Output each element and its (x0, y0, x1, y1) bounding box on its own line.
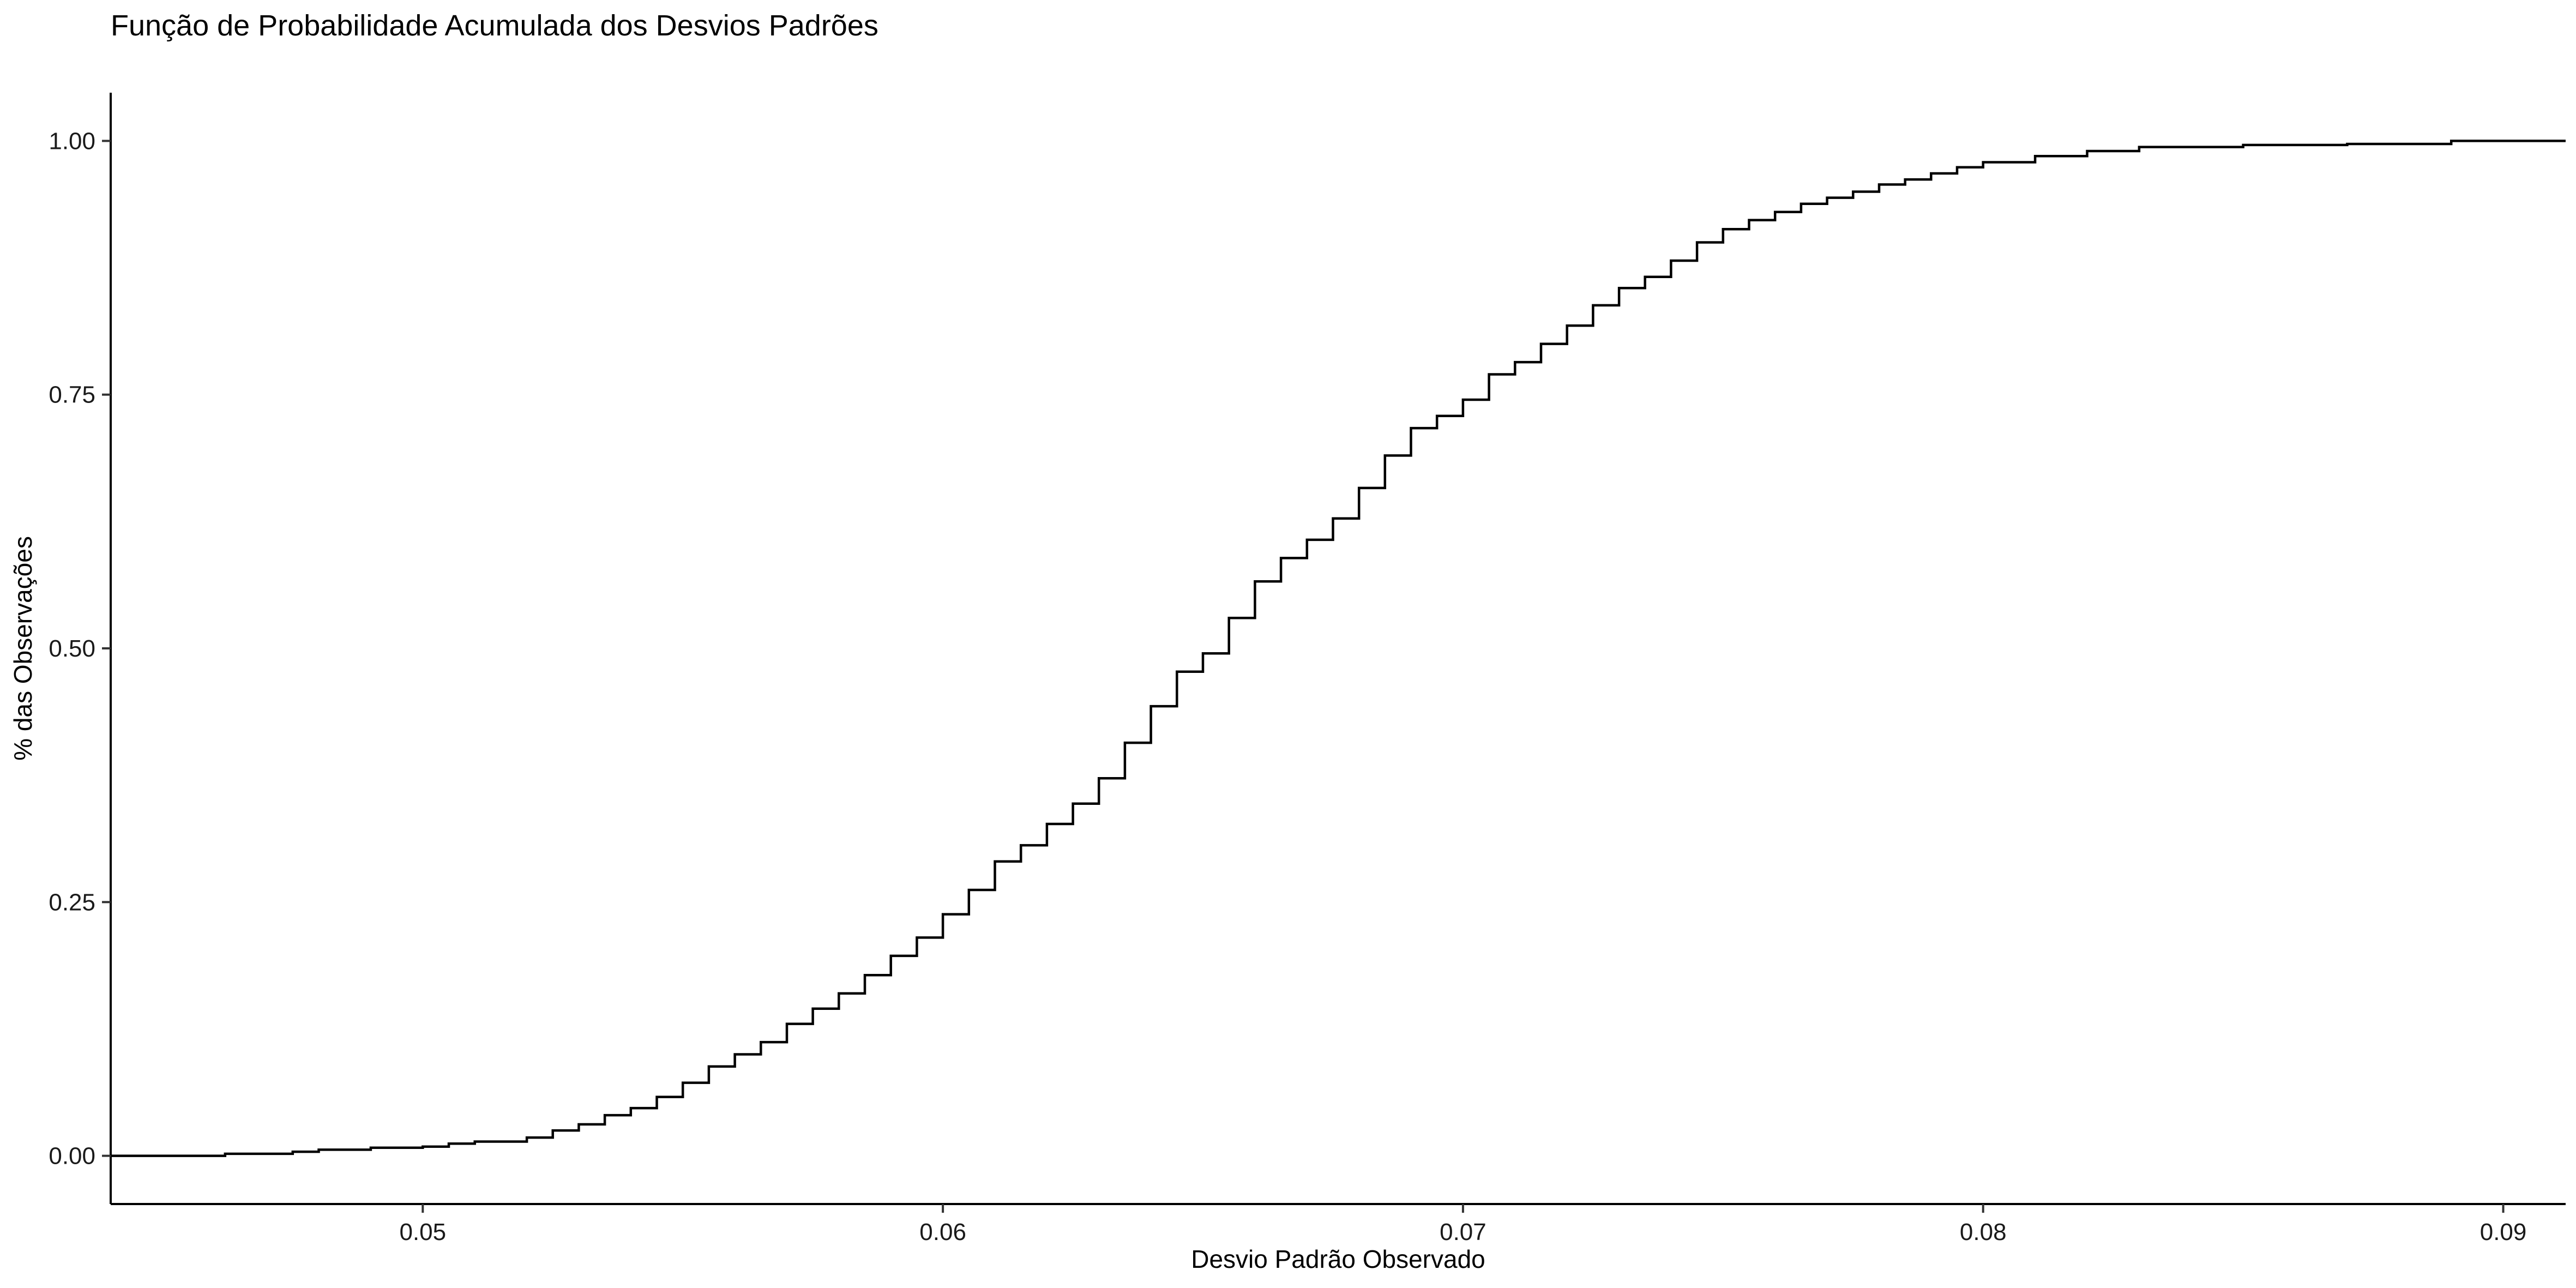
x-tick-label: 0.07 (1440, 1219, 1486, 1245)
y-tick-label: 0.50 (49, 635, 95, 662)
y-axis-title: % das Observações (9, 536, 37, 761)
y-tick-label: 0.25 (49, 889, 95, 916)
x-tick-label: 0.09 (2480, 1219, 2527, 1245)
y-tick-label: 1.00 (49, 128, 95, 154)
x-axis-title: Desvio Padrão Observado (1191, 1245, 1485, 1273)
x-tick-label: 0.06 (919, 1219, 966, 1245)
x-tick-label: 0.05 (399, 1219, 446, 1245)
y-tick-label: 0.75 (49, 382, 95, 408)
x-tick-label: 0.08 (1960, 1219, 2007, 1245)
ecdf-step-line (111, 140, 2566, 1157)
x-axis-ticks: 0.05 0.06 0.07 0.08 0.09 (399, 1204, 2526, 1245)
chart-title: Função de Probabilidade Acumulada dos De… (111, 9, 878, 42)
plot-area (111, 140, 2566, 1157)
y-tick-label: 0.00 (49, 1143, 95, 1170)
y-axis-ticks: 0.00 0.25 0.50 0.75 1.00 (49, 128, 111, 1170)
